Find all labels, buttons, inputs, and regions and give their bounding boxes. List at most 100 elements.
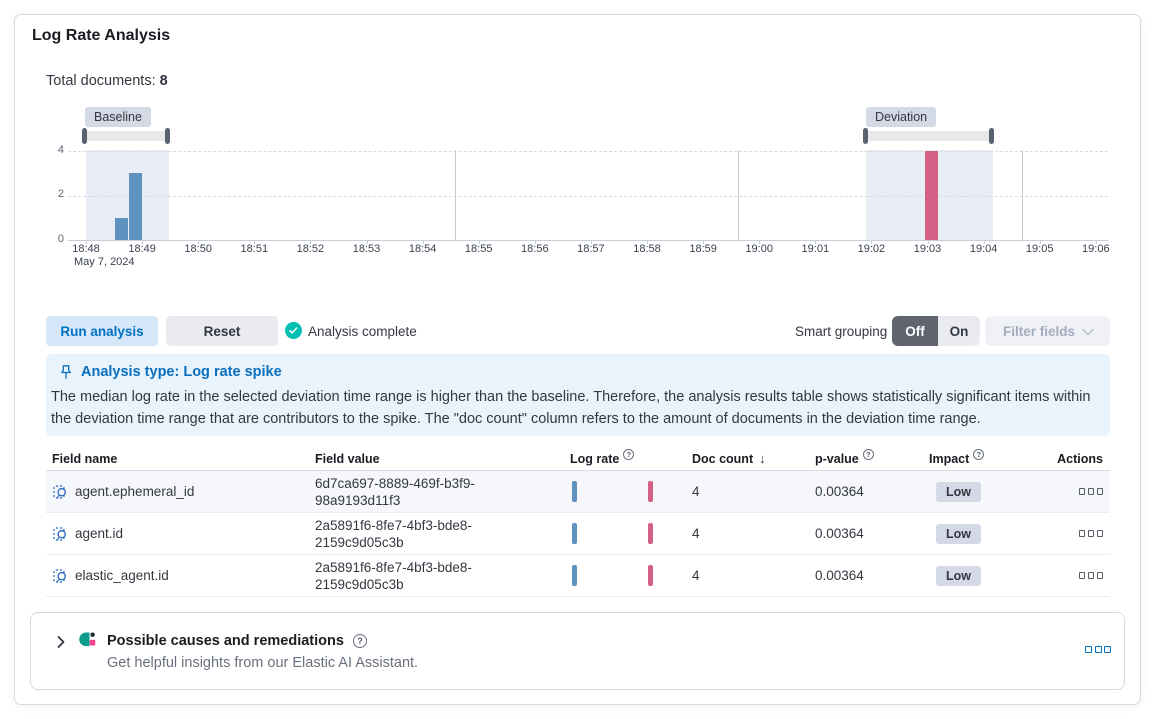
filter-fields-button[interactable]: Filter fields (985, 316, 1110, 346)
header-actions: Actions (1057, 451, 1103, 466)
field-value: 2a5891f6-8fe7-4bf3-bde8-2159c9d05c3b (315, 517, 472, 550)
smart-grouping-toggle: Off On (892, 316, 980, 346)
analysis-type-callout: Analysis type: Log rate spike The median… (46, 354, 1110, 436)
log-rate-info-icon[interactable]: ? (623, 449, 635, 460)
field-search-icon[interactable] (52, 484, 68, 500)
x-tick-label: 19:04 (969, 243, 998, 255)
header-p-value[interactable]: p-value ? (815, 449, 929, 466)
x-axis-labels: 18:48 18:49 18:50 18:51 18:52 18:53 18:54 18:55… (68, 243, 1154, 257)
baseline-brush-left-handle[interactable] (82, 128, 87, 144)
header-field-value[interactable]: Field value (315, 451, 380, 466)
page-title: Log Rate Analysis (32, 27, 171, 44)
chevron-right-icon[interactable] (53, 634, 69, 655)
row-actions-icon[interactable] (1078, 530, 1103, 537)
x-tick-label: 19:03 (913, 243, 942, 255)
deviation-brush[interactable] (866, 131, 993, 141)
field-search-icon[interactable] (52, 526, 68, 542)
x-tick-label: 18:53 (352, 243, 381, 255)
baseline-bar (114, 218, 128, 240)
analysis-complete-check-icon (285, 322, 302, 339)
y-tick-label: 0 (57, 233, 64, 245)
baseline-badge: Baseline (85, 107, 151, 127)
log-rate-sparkline (570, 523, 670, 544)
x-tick (647, 240, 648, 244)
table-row: agent.ephemeral_id 6d7ca697-8889-469f-b3… (46, 471, 1110, 513)
deviation-brush-left-handle[interactable] (863, 128, 868, 144)
deviation-badge: Deviation (866, 107, 937, 127)
x-tick (254, 240, 256, 244)
elastic-ai-assistant-icon (78, 631, 97, 655)
reset-button[interactable]: Reset (166, 316, 278, 346)
row-actions-icon[interactable] (1078, 572, 1103, 579)
p-value-info-icon[interactable]: ? (862, 449, 874, 460)
run-analysis-button[interactable]: Run analysis (46, 316, 158, 346)
x-tick (142, 240, 144, 244)
x-tick-label: 18:52 (296, 243, 325, 255)
doc-count-value: 4 (692, 526, 700, 541)
field-search-icon[interactable] (52, 568, 68, 584)
x-tick (703, 240, 705, 244)
smart-grouping-off-button[interactable]: Off (892, 316, 938, 346)
v-gridline (1021, 150, 1023, 240)
y-tick-label: 4 (57, 144, 64, 156)
p-value: 0.00364 (815, 568, 864, 583)
x-tick (534, 240, 536, 244)
baseline-brush[interactable] (85, 131, 169, 141)
help-icon[interactable]: ? (352, 634, 367, 648)
header-field-name[interactable]: Field name (52, 451, 118, 466)
x-tick (310, 240, 312, 244)
impact-badge: Low (936, 565, 981, 586)
x-tick-label: 18:54 (408, 243, 437, 255)
filter-fields-label: Filter fields (1002, 323, 1075, 339)
field-name: elastic_agent.id (75, 568, 169, 583)
total-documents-label: Total documents: (46, 73, 156, 89)
baseline-brush-right-handle[interactable] (165, 128, 170, 144)
x-tick (1095, 240, 1097, 244)
doc-count-value: 4 (692, 568, 700, 583)
doc-count-chart[interactable] (68, 150, 1108, 244)
impact-info-icon[interactable]: ? (973, 449, 985, 460)
header-doc-count[interactable]: Doc count ↓ (692, 451, 766, 466)
possible-causes-panel[interactable]: Possible causes and remediations ? Get h… (30, 612, 1125, 690)
x-tick (86, 240, 87, 244)
x-tick (871, 240, 873, 244)
x-tick-label: 18:48 (72, 243, 100, 255)
log-rate-sparkline (570, 565, 670, 586)
table-header-row: Field name Field value Log rate ? Doc co… (46, 447, 1110, 471)
header-impact[interactable]: Impact ? (929, 449, 1049, 466)
x-tick-label: 19:01 (801, 243, 830, 255)
x-tick-label: 18:50 (184, 243, 212, 255)
callout-title: Analysis type: Log rate spike (81, 364, 282, 380)
x-axis-date-label: May 7, 2024 (74, 256, 135, 268)
field-name: agent.ephemeral_id (75, 484, 195, 499)
x-tick-label: 18:57 (577, 243, 605, 255)
deviation-brush-right-handle[interactable] (989, 128, 994, 144)
field-name: agent.id (75, 526, 124, 541)
x-tick-label: 18:59 (689, 243, 717, 255)
smart-grouping-on-button[interactable]: On (938, 316, 980, 346)
panel-actions-icon[interactable] (1085, 646, 1111, 653)
p-value: 0.00364 (815, 484, 864, 499)
baseline-bar (128, 173, 142, 240)
v-gridline (738, 150, 740, 240)
x-tick (759, 240, 761, 244)
analysis-results-table: Field name Field value Log rate ? Doc co… (46, 447, 1110, 597)
field-value: 2a5891f6-8fe7-4bf3-bde8-2159c9d05c3b (315, 559, 472, 592)
row-actions-icon[interactable] (1078, 488, 1103, 495)
v-gridline (455, 150, 457, 240)
x-tick-label: 18:56 (521, 243, 549, 255)
x-tick-label: 18:55 (464, 243, 493, 255)
smart-grouping-label: Smart grouping (795, 324, 888, 339)
x-tick (983, 240, 985, 244)
pin-icon (58, 364, 74, 380)
x-tick (927, 240, 929, 244)
total-documents-value: 8 (159, 73, 168, 89)
x-tick-label: 19:00 (745, 243, 773, 255)
y-tick-label: 2 (57, 188, 64, 200)
header-log-rate[interactable]: Log rate ? (570, 449, 692, 466)
doc-count-value: 4 (692, 484, 700, 499)
x-tick-label: 19:02 (857, 243, 886, 255)
p-value: 0.00364 (815, 526, 864, 541)
x-tick-label: 19:06 (1082, 243, 1110, 255)
x-tick (422, 240, 424, 244)
